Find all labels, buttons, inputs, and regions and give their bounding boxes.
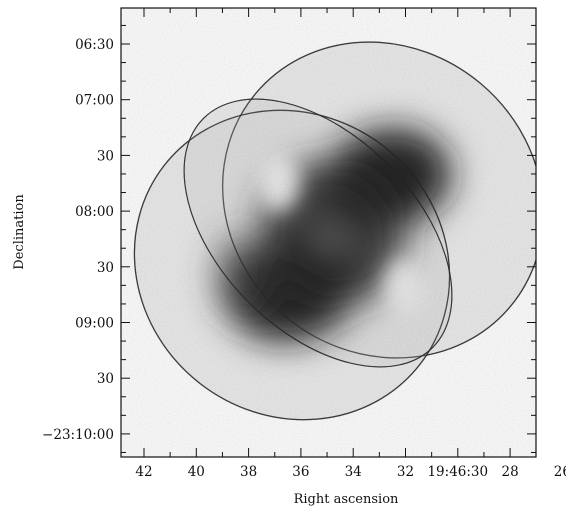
y-tick-label: 30	[97, 260, 114, 276]
x-tick-label: 38	[240, 464, 257, 480]
x-tick-label: 26	[554, 464, 566, 480]
y-tick-label: 09:00	[75, 316, 114, 332]
plot-frame	[120, 7, 537, 458]
y-tick-label: 07:00	[75, 93, 114, 109]
x-tick-label: 36	[292, 464, 309, 480]
x-tick-label: 42	[135, 464, 152, 480]
axis-ticks	[121, 8, 536, 457]
x-tick-label: 40	[188, 464, 205, 480]
x-tick-label: 19:46:30	[427, 464, 488, 480]
y-axis-label: Declination	[12, 194, 27, 270]
y-tick-labels: 06:30 07:00 30 08:00 30 09:00 30 −23:10:00	[42, 37, 114, 443]
x-tick-label: 28	[502, 464, 519, 480]
y-tick-label: 08:00	[75, 204, 114, 220]
x-tick-label: 34	[345, 464, 362, 480]
x-tick-labels: 42 40 38 36 34 32 19:46:30 28 26	[135, 464, 566, 480]
y-tick-label: 06:30	[75, 37, 114, 53]
x-tick-label: 32	[397, 464, 414, 480]
y-tick-label: 30	[97, 148, 114, 164]
y-tick-label: 30	[97, 371, 114, 387]
image-area	[121, 8, 536, 457]
x-axis-label: Right ascension	[294, 492, 399, 507]
y-tick-label: −23:10:00	[42, 427, 114, 443]
